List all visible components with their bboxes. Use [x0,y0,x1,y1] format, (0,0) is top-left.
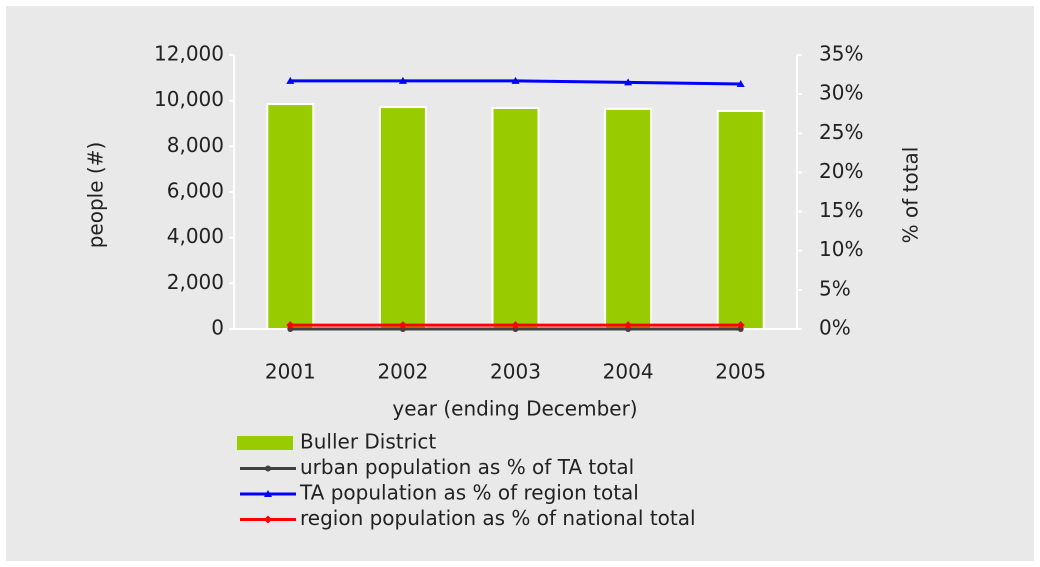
x-tick-label: 2005 [715,360,766,384]
marker [398,321,407,330]
x-tick-label: 2001 [265,360,316,384]
bar [604,107,653,330]
y-tick-label: 10,000 [154,87,224,111]
y2-tick-label: 35% [819,42,863,66]
bar [378,106,427,330]
y2-tick-label: 15% [819,198,863,222]
marker [736,321,745,330]
y-axis-title: people (#) [84,142,108,249]
marker [264,515,272,524]
marker [624,78,633,86]
x-tick-label: 2003 [490,360,541,384]
marker [624,321,633,330]
legend-label: TA population as % of region total [299,481,639,505]
y2-tick-label: 20% [819,159,863,183]
bar [266,103,315,331]
y-tick-label: 4,000 [167,224,224,248]
x-tick-label: 2002 [377,360,428,384]
marker [264,490,272,497]
marker [511,76,520,84]
marker [511,321,520,330]
legend-label: urban population as % of TA total [300,455,634,479]
y-tick-label: 6,000 [167,179,224,203]
y2-axis-title: % of total [899,147,923,244]
y2-tick-label: 25% [819,120,863,144]
y2-tick-label: 0% [819,316,851,340]
y-tick-label: 0 [211,316,224,340]
y-tick-label: 12,000 [154,42,224,66]
x-tick-label: 2004 [603,360,654,384]
marker [286,321,295,330]
marker [265,465,271,472]
legend-label: region population as % of national total [300,506,696,530]
y-tick-label: 2,000 [167,270,224,294]
y2-tick-label: 30% [819,81,863,105]
marker [736,79,745,87]
y2-tick-label: 5% [819,276,851,300]
legend-label: Buller District [300,430,436,454]
y2-tick-label: 10% [819,237,863,261]
marker [398,76,407,84]
y-tick-label: 8,000 [167,133,224,157]
x-axis-title: year (ending December) [392,397,637,421]
legend-swatch [237,436,293,450]
bar [716,109,765,330]
bar [491,106,540,331]
marker [286,76,295,84]
